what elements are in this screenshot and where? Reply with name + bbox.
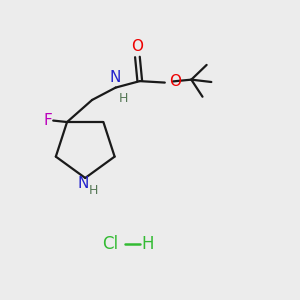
Text: H: H	[141, 235, 154, 253]
Text: Cl: Cl	[102, 235, 118, 253]
Text: O: O	[131, 39, 143, 54]
Text: N: N	[110, 70, 121, 85]
Text: N: N	[77, 176, 88, 191]
Text: H: H	[118, 92, 128, 105]
Text: F: F	[44, 113, 52, 128]
Text: O: O	[169, 74, 181, 89]
Text: H: H	[89, 184, 98, 197]
